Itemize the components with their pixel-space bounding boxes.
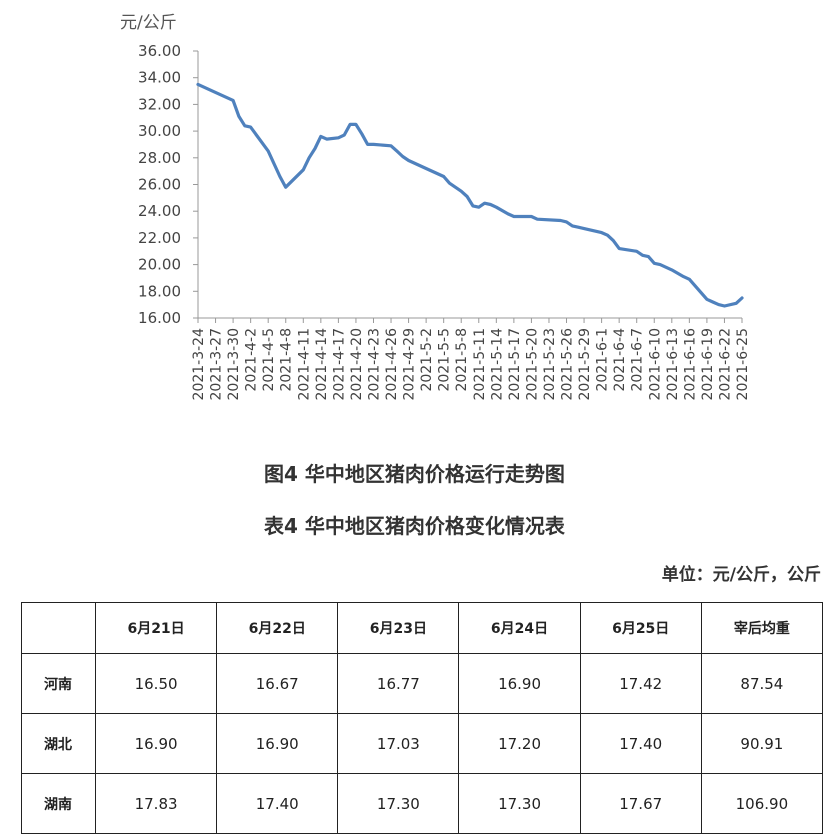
x-tick-label: 2021-3-30 [226,328,242,400]
table-header-cell: 6月24日 [458,602,581,654]
price-table: 6月21日 6月22日 6月23日 6月24日 6月25日 宰后均重 河南 16… [21,602,824,834]
table-cell: 16.90 [94,713,218,774]
x-tick-label: 2021-4-8 [279,328,295,392]
y-tick-label: 30.00 [138,122,181,140]
y-tick-label: 32.00 [138,95,181,113]
x-tick-label: 2021-5-26 [560,328,576,401]
x-tick-label: 2021-5-2 [419,328,435,392]
x-tick-label: 2021-6-16 [682,328,698,401]
table-header-cell [21,602,96,654]
x-tick-label: 2021-4-2 [244,328,260,392]
y-tick-label: 28.00 [138,149,181,167]
y-tick-label: 34.00 [138,69,181,87]
x-tick-label: 2021-5-17 [507,328,523,400]
table-header-cell: 宰后均重 [700,602,824,654]
x-tick-label: 2021-5-14 [489,328,505,401]
row-region: 湖北 [21,713,96,774]
table-cell: 17.20 [458,713,581,774]
table-cell: 17.30 [337,773,460,834]
y-tick-label: 18.00 [138,282,181,300]
table-header-cell: 6月25日 [579,602,702,654]
table-cell: 16.90 [458,653,581,714]
x-tick-label: 2021-4-17 [331,328,347,400]
x-tick-label: 2021-5-20 [524,328,540,400]
table-header-cell: 6月23日 [337,602,460,654]
table-cell: 17.30 [458,773,581,834]
y-tick-label: 16.00 [138,309,181,327]
row-region: 河南 [21,653,96,714]
x-tick-label: 2021-6-10 [647,328,663,400]
y-tick-label: 36.00 [138,42,181,60]
x-tick-label: 2021-6-13 [665,328,681,400]
table-cell: 87.54 [700,653,824,714]
table-cell: 17.03 [337,713,460,774]
x-tick-label: 2021-5-8 [454,328,470,392]
x-tick-label: 2021-6-25 [735,328,751,400]
chart-svg: 元/公斤 16.00 18.00 20.00 22.00 24.00 26.00 28.00… [120,13,751,401]
x-tick-label: 2021-4-20 [349,328,365,400]
y-axis-unit-label: 元/公斤 [120,13,177,33]
table-cell: 17.40 [216,773,339,834]
table-cell: 90.91 [700,713,824,774]
row-region: 湖南 [21,773,96,834]
x-tick-label: 2021-6-19 [700,328,716,400]
x-tick-label: 2021-4-11 [296,328,312,400]
table-row: 湖南 17.83 17.40 17.30 17.30 17.67 106.90 [21,773,824,834]
table-cell: 106.90 [700,773,824,834]
x-tick-label: 2021-6-1 [595,328,611,392]
table-cell: 17.42 [579,653,702,714]
figure-caption: 图4 华中地区猪肉价格运行走势图 [264,462,565,486]
table-cell: 16.90 [216,713,339,774]
table-cell: 16.67 [216,653,339,714]
x-tick-label: 2021-5-11 [472,328,488,400]
table-header-cell: 6月21日 [94,602,218,654]
x-tick-label: 2021-5-5 [437,328,453,392]
table-cell: 16.77 [337,653,460,714]
x-tick-label: 2021-4-29 [402,328,418,400]
y-tick-label: 22.00 [138,229,181,247]
y-tick-label: 20.00 [138,256,181,274]
y-tick-label: 26.00 [138,176,181,194]
x-tick-label: 2021-6-4 [612,328,628,392]
x-tick-label: 2021-6-22 [717,328,733,400]
x-tick-label: 2021-5-23 [542,328,558,400]
table-header-cell: 6月22日 [216,602,339,654]
table-cell: 16.50 [94,653,218,714]
x-tick-label: 2021-5-29 [577,328,593,400]
table-row: 湖北 16.90 16.90 17.03 17.20 17.40 90.91 [21,713,824,774]
price-trend-chart: 元/公斤 16.00 18.00 20.00 22.00 24.00 26.00 28.00… [120,13,751,401]
x-tick-label: 2021-4-23 [366,328,382,400]
x-tick-label: 2021-4-5 [261,328,277,392]
table-cell: 17.83 [94,773,218,834]
table-header-row: 6月21日 6月22日 6月23日 6月24日 6月25日 宰后均重 [21,602,824,654]
x-tick-label: 2021-3-27 [209,328,225,400]
x-tick-label: 2021-3-24 [191,328,207,401]
series-line [196,82,744,308]
table-caption: 表4 华中地区猪肉价格变化情况表 [264,514,565,538]
unit-note: 单位：元/公斤，公斤 [661,565,821,585]
x-tick-label: 2021-4-14 [314,328,330,401]
table-row: 河南 16.50 16.67 16.77 16.90 17.42 87.54 [21,653,824,714]
y-tick-label: 24.00 [138,202,181,220]
table-cell: 17.67 [579,773,702,834]
x-tick-label: 2021-6-7 [630,328,646,392]
x-tick-label: 2021-4-26 [384,328,400,401]
table-cell: 17.40 [579,713,702,774]
